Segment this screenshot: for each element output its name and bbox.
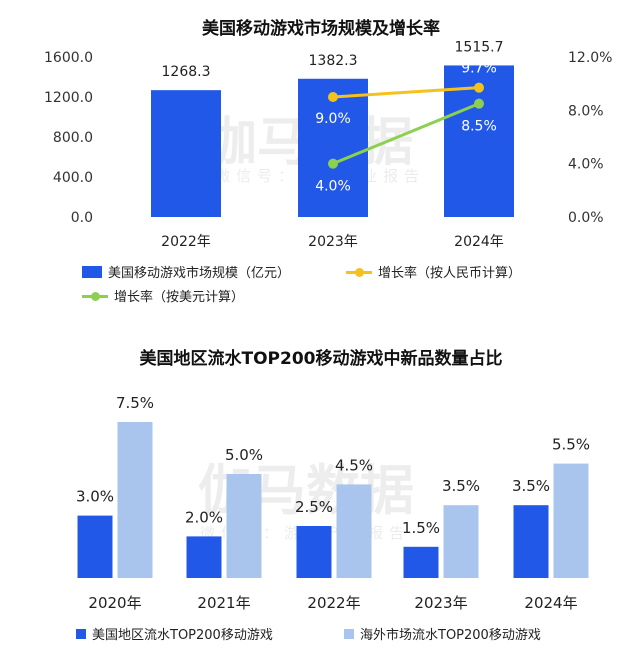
growth-label-rmb: 9.7%	[461, 61, 497, 77]
legend-label: 美国地区流水TOP200移动游戏	[92, 628, 273, 643]
left-axis-tick: 400.0	[53, 170, 93, 186]
growth-line-rmb	[332, 86, 480, 99]
right-axis-tick: 0.0%	[568, 210, 604, 226]
chart2-legend-overseas: 海外市场流水TOP200移动游戏	[344, 624, 541, 643]
chart1-title: 美国移动游戏市场规模及增长率	[202, 19, 440, 39]
chart1-legend-bar: 美国移动游戏市场规模（亿元）	[82, 262, 290, 281]
overseas-share-bar	[553, 463, 589, 578]
growth-label-usd: 4.0%	[315, 179, 351, 195]
x-axis-category: 2022年	[161, 234, 211, 250]
left-axis-tick: 1600.0	[44, 50, 93, 66]
right-axis-tick: 8.0%	[568, 103, 604, 119]
growth-line-usd	[332, 102, 480, 166]
x-axis-category: 2021年	[197, 594, 250, 612]
us-share-bar	[403, 546, 439, 578]
growth-label-rmb: 9.0%	[315, 111, 351, 127]
x-axis-category: 2024年	[454, 234, 504, 250]
growth-point-rmb	[474, 82, 484, 93]
legend-line-swatch	[82, 290, 108, 302]
x-axis-category: 2020年	[88, 594, 141, 612]
market-size-label: 1382.3	[309, 53, 358, 69]
legend-bar-swatch	[76, 628, 86, 639]
us-share-bar	[296, 526, 332, 578]
x-axis-category: 2022年	[307, 594, 360, 612]
chart2-title: 美国地区流水TOP200移动游戏中新品数量占比	[139, 349, 503, 369]
legend-bar-swatch	[344, 628, 354, 639]
left-axis-tick: 0.0	[71, 210, 93, 226]
legend-label: 美国移动游戏市场规模（亿元）	[108, 266, 291, 281]
market-size-bar	[151, 90, 221, 217]
overseas-share-label: 5.0%	[225, 446, 263, 464]
legend-label: 增长率（按美元计算）	[114, 290, 245, 305]
us-share-bar	[77, 515, 113, 578]
x-axis-category: 2023年	[308, 234, 358, 250]
legend-bar-swatch	[82, 265, 102, 278]
overseas-share-label: 3.5%	[442, 477, 480, 495]
market-size-label: 1268.3	[162, 64, 211, 80]
overseas-share-label: 4.5%	[335, 456, 373, 474]
right-axis-tick: 4.0%	[568, 157, 604, 173]
right-axis-tick: 12.0%	[568, 50, 612, 66]
growth-point-usd	[474, 98, 484, 109]
x-axis-category: 2024年	[524, 594, 577, 612]
growth-point-rmb	[328, 92, 338, 102]
us-share-label: 3.5%	[512, 477, 550, 495]
overseas-share-label: 7.5%	[116, 394, 154, 412]
left-axis-tick: 800.0	[53, 130, 93, 146]
us-share-bar	[186, 536, 222, 578]
us-share-label: 2.0%	[185, 508, 223, 526]
growth-point-usd	[328, 158, 338, 169]
growth-label-usd: 8.5%	[461, 119, 497, 135]
market-size-label: 1515.7	[455, 39, 504, 55]
overseas-share-bar	[443, 505, 479, 578]
overseas-share-bar	[226, 474, 262, 578]
legend-line-swatch	[346, 266, 372, 278]
overseas-share-bar	[117, 422, 153, 578]
left-axis-tick: 1200.0	[44, 90, 93, 106]
us-share-label: 2.5%	[295, 498, 333, 516]
chart1-market-size: 0.0 400.0 800.0 1200.0 1600.0 0.0% 4.0% 8.0% 12.…	[44, 39, 612, 250]
x-axis-category: 2023年	[414, 594, 467, 612]
chart1-legend-rmb: 增长率（按人民币计算）	[346, 262, 521, 281]
chart1-legend-usd: 增长率（按美元计算）	[82, 286, 244, 305]
overseas-share-bar	[336, 484, 372, 578]
legend-label: 增长率（按人民币计算）	[378, 266, 522, 281]
overseas-share-label: 5.5%	[552, 436, 590, 454]
us-share-label: 3.0%	[76, 488, 114, 506]
legend-label: 海外市场流水TOP200移动游戏	[360, 628, 541, 643]
us-share-bar	[513, 505, 549, 578]
chart2-legend-us: 美国地区流水TOP200移动游戏	[76, 624, 273, 643]
us-share-label: 1.5%	[402, 519, 440, 537]
